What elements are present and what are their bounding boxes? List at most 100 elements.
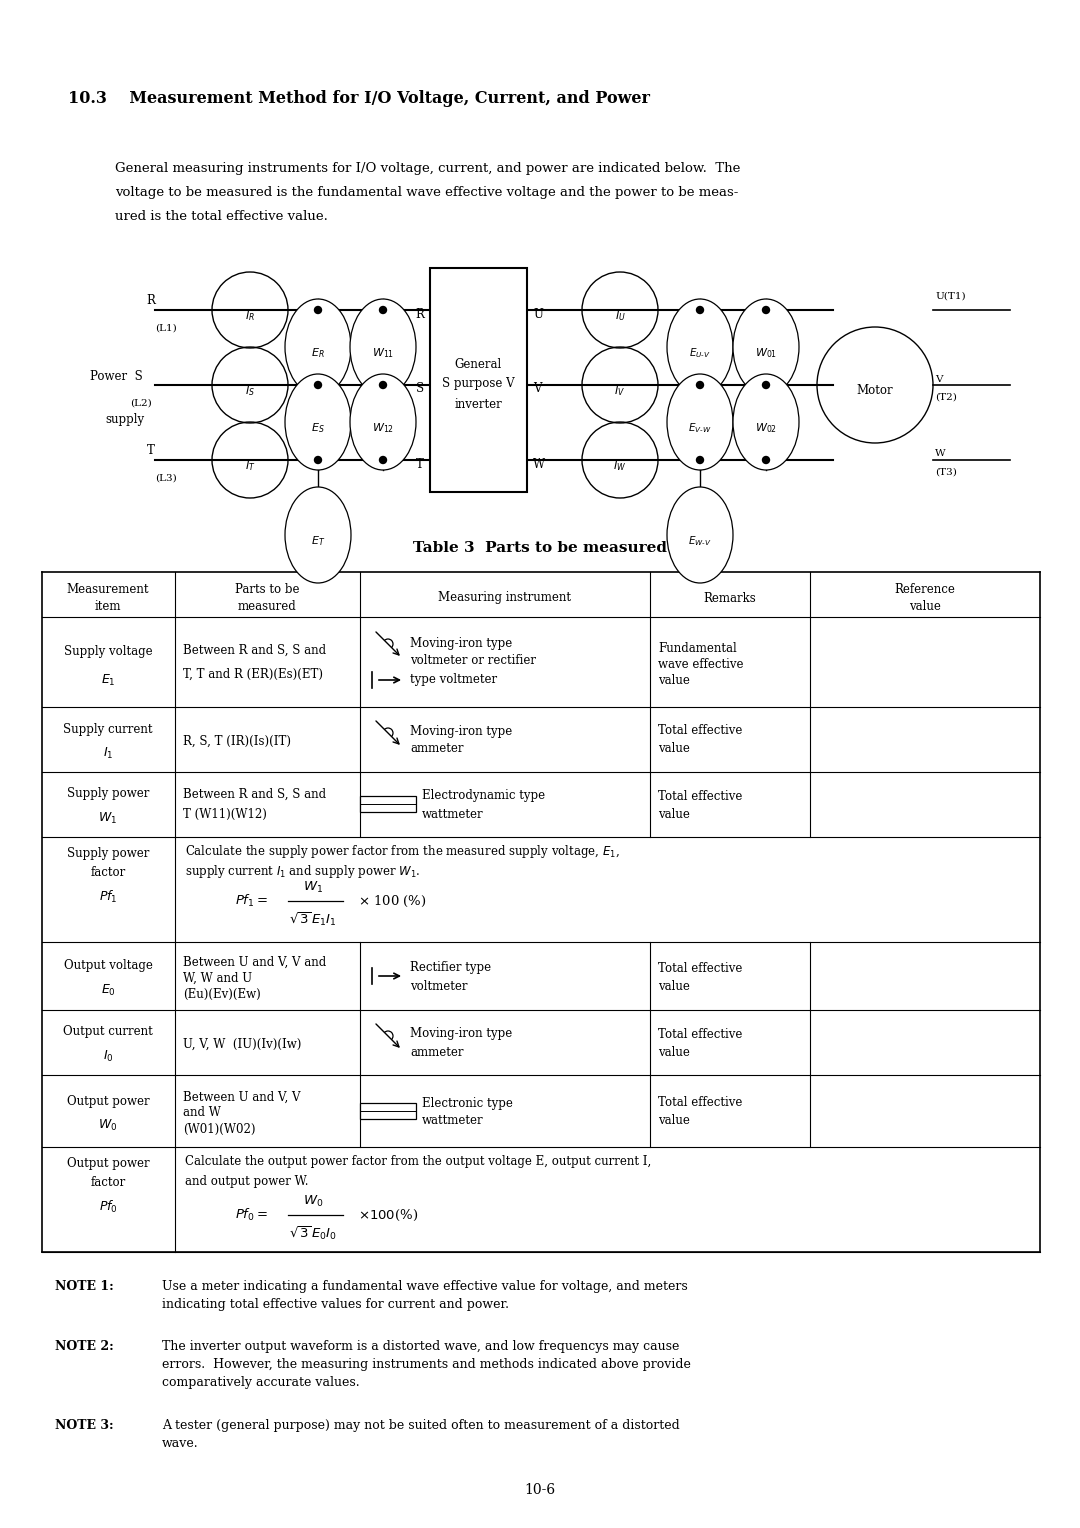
Circle shape [697, 382, 703, 388]
Text: wattmeter: wattmeter [422, 807, 484, 821]
Text: $W_{11}$: $W_{11}$ [372, 347, 394, 361]
Text: A tester (general purpose) may not be suited often to measurement of a distorted: A tester (general purpose) may not be su… [162, 1420, 679, 1450]
Text: Moving-iron type: Moving-iron type [410, 637, 512, 651]
Text: Output voltage: Output voltage [64, 960, 152, 972]
Text: W: W [534, 457, 545, 471]
Text: $W_1$: $W_1$ [98, 810, 118, 825]
Text: Between U and V, V: Between U and V, V [183, 1091, 300, 1103]
Text: U: U [534, 307, 543, 321]
Text: Rectifier type: Rectifier type [410, 961, 491, 975]
Text: $Pf_0$: $Pf_0$ [98, 1199, 118, 1215]
Text: Between U and V, V and: Between U and V, V and [183, 955, 326, 969]
Ellipse shape [667, 374, 733, 471]
Text: Calculate the output power factor from the output voltage E, output current I,: Calculate the output power factor from t… [185, 1155, 651, 1167]
Text: U, V, W  (IU)(Iv)(Iw): U, V, W (IU)(Iv)(Iw) [183, 1038, 301, 1051]
Circle shape [379, 382, 387, 388]
Text: $E_R$: $E_R$ [311, 347, 325, 361]
Text: W: W [935, 449, 946, 458]
Text: and W: and W [183, 1106, 221, 1120]
Text: Total effective: Total effective [658, 790, 742, 802]
Text: W, W and U: W, W and U [183, 972, 252, 984]
Text: V: V [534, 382, 541, 396]
Ellipse shape [350, 299, 416, 396]
Text: NOTE 1:: NOTE 1: [55, 1280, 113, 1293]
Text: $E_S$: $E_S$ [311, 422, 325, 435]
Circle shape [314, 457, 322, 463]
Text: Supply current: Supply current [64, 723, 152, 735]
Text: Total effective: Total effective [658, 1027, 742, 1041]
Text: ammeter: ammeter [410, 1045, 463, 1059]
Text: T: T [147, 445, 156, 457]
Text: voltmeter or rectifier: voltmeter or rectifier [410, 654, 536, 666]
Text: value: value [658, 674, 690, 686]
Text: $E_{U‑V}$: $E_{U‑V}$ [689, 347, 711, 361]
Bar [360, 1103, 416, 1118]
Text: Electrodynamic type: Electrodynamic type [422, 790, 545, 802]
Circle shape [314, 307, 322, 313]
Text: Fundamental: Fundamental [658, 642, 737, 654]
Text: T, T and R (ER)(Es)(ET): T, T and R (ER)(Es)(ET) [183, 668, 323, 680]
Text: ured is the total effective value.: ured is the total effective value. [114, 209, 328, 223]
Text: Between R and S, S and: Between R and S, S and [183, 643, 326, 657]
Text: U(T1): U(T1) [935, 292, 966, 301]
Text: Remarks: Remarks [704, 591, 756, 605]
Text: value: value [658, 979, 690, 993]
Text: and output power W.: and output power W. [185, 1175, 309, 1187]
Text: $E_T$: $E_T$ [311, 535, 325, 549]
Text: The inverter output waveform is a distorted wave, and low frequencys may cause
e: The inverter output waveform is a distor… [162, 1340, 691, 1389]
Text: R: R [415, 307, 424, 321]
Text: $E_{V‑W}$: $E_{V‑W}$ [688, 422, 712, 435]
Text: factor: factor [91, 1177, 125, 1189]
Ellipse shape [350, 374, 416, 471]
Text: NOTE 3:: NOTE 3: [55, 1420, 113, 1432]
Text: (L1): (L1) [156, 324, 177, 333]
Text: Total effective: Total effective [658, 1097, 742, 1109]
Bar [430, 267, 527, 492]
Text: $I_T$: $I_T$ [245, 458, 255, 472]
Ellipse shape [285, 299, 351, 396]
Text: value: value [658, 743, 690, 755]
Text: Moving-iron type: Moving-iron type [410, 724, 512, 738]
Text: General: General [455, 358, 501, 370]
Text: V: V [935, 374, 943, 384]
Circle shape [697, 307, 703, 313]
Text: value: value [658, 807, 690, 821]
Bar [360, 796, 416, 811]
Text: $I_1$: $I_1$ [103, 746, 113, 761]
Text: $W_0$: $W_0$ [302, 1193, 323, 1209]
Circle shape [762, 307, 769, 313]
Text: voltmeter: voltmeter [410, 979, 468, 993]
Circle shape [697, 457, 703, 463]
Text: ammeter: ammeter [410, 743, 463, 755]
Text: $Pf_1=$: $Pf_1=$ [235, 892, 268, 909]
Text: Supply voltage: Supply voltage [64, 645, 152, 659]
Text: S purpose V: S purpose V [442, 377, 514, 391]
Text: $I_W$: $I_W$ [613, 458, 626, 472]
Text: $E_1$: $E_1$ [100, 672, 116, 688]
Text: value: value [658, 1114, 690, 1128]
Text: Table 3  Parts to be measured: Table 3 Parts to be measured [413, 541, 667, 555]
Text: Measurement
item: Measurement item [67, 584, 149, 613]
Text: Parts to be
measured: Parts to be measured [234, 584, 299, 613]
Ellipse shape [285, 487, 351, 584]
Text: Calculate the supply power factor from the measured supply voltage, $E_1$,: Calculate the supply power factor from t… [185, 842, 620, 859]
Text: $I_U$: $I_U$ [615, 309, 625, 322]
Ellipse shape [733, 374, 799, 471]
Text: $I_R$: $I_R$ [245, 309, 255, 322]
Text: $W_1$: $W_1$ [303, 880, 323, 894]
Text: Electronic type: Electronic type [422, 1097, 513, 1109]
Text: $I_0$: $I_0$ [103, 1048, 113, 1063]
Text: factor: factor [91, 866, 125, 880]
Text: value: value [658, 1045, 690, 1059]
Text: Moving-iron type: Moving-iron type [410, 1027, 512, 1041]
Text: (W01)(W02): (W01)(W02) [183, 1123, 256, 1135]
Text: $I_V$: $I_V$ [615, 384, 625, 397]
Text: $I_S$: $I_S$ [245, 384, 255, 397]
Ellipse shape [733, 299, 799, 396]
Circle shape [762, 457, 769, 463]
Text: supply: supply [105, 413, 144, 426]
Text: T: T [416, 457, 424, 471]
Text: $\times 100$(%): $\times 100$(%) [357, 1207, 418, 1222]
Circle shape [314, 382, 322, 388]
Text: supply current $I_1$ and supply power $W_1$.: supply current $I_1$ and supply power $W… [185, 862, 420, 880]
